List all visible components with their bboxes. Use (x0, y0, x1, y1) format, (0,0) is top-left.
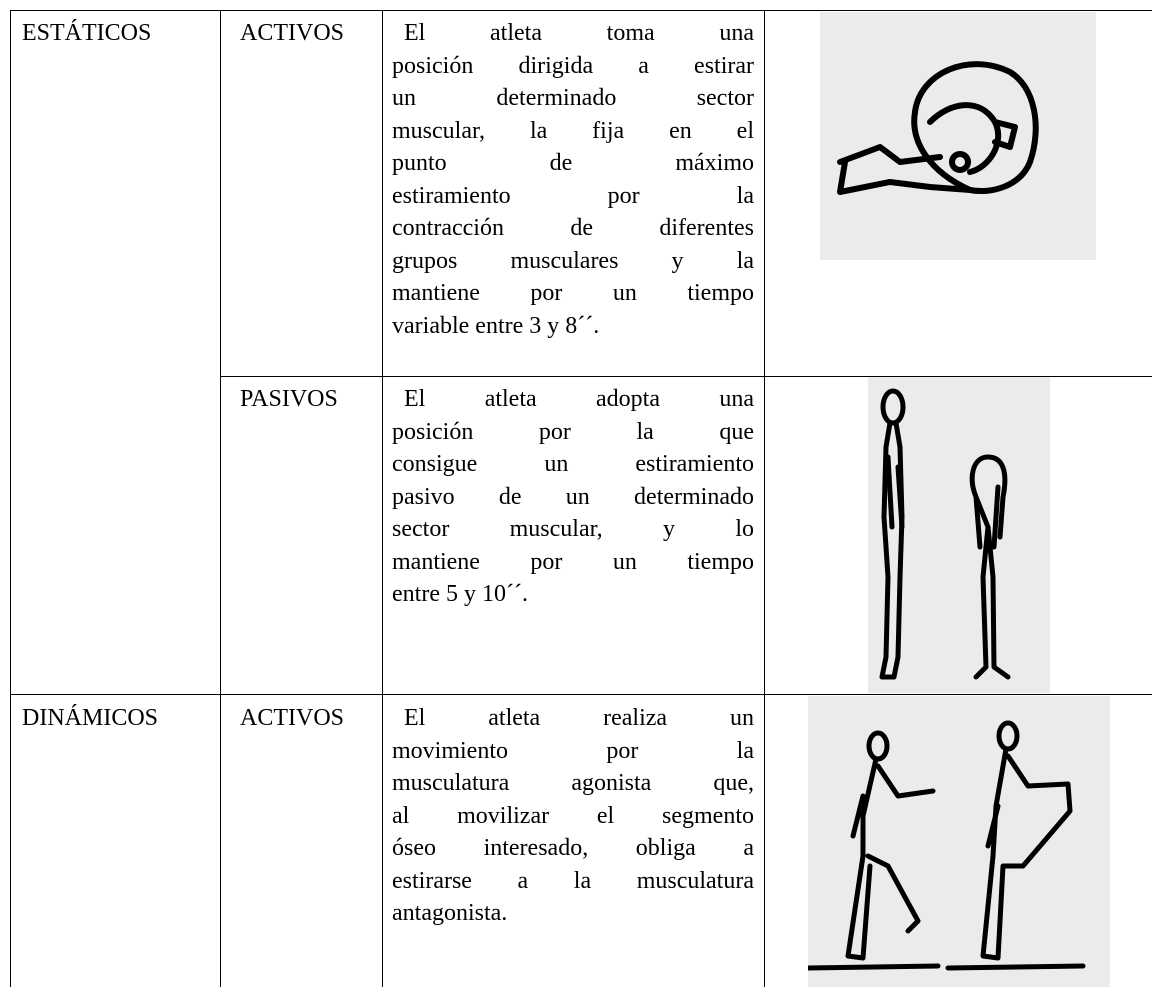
border (382, 10, 383, 987)
description-line: un determinado sector (392, 85, 754, 111)
illustration (868, 377, 1050, 693)
description-line: posición por la que (392, 418, 754, 445)
border (220, 376, 1152, 377)
border (10, 10, 11, 987)
description-line: al movilizar el segmento (392, 802, 754, 829)
border (10, 10, 1152, 11)
description-line: pasivo de un determinado (392, 483, 754, 510)
type: ACTIVOS (240, 20, 345, 46)
border (220, 10, 221, 987)
description-line: sector muscular, y lo (392, 516, 754, 542)
description-line: entre 5 y 10´´. (392, 581, 528, 607)
description: El atleta toma una posición dirigida a es… (392, 17, 754, 342)
description-line: posición dirigida a estirar (392, 52, 754, 79)
description-line: El atleta realiza un (404, 705, 754, 731)
description-line: mantiene por un tiempo (392, 280, 754, 306)
description-line: musculatura agonista que, (392, 770, 754, 796)
description-line: El atleta toma una (404, 20, 754, 46)
illustration (808, 696, 1110, 987)
type: PASIVOS (240, 386, 338, 412)
border (764, 10, 765, 987)
description-line: estirarse a la musculatura (392, 867, 754, 894)
border (10, 694, 1152, 695)
description-line: consigue un estiramiento (392, 451, 754, 477)
description-line: El atleta adopta una (404, 386, 754, 412)
description-line: mantiene por un tiempo (392, 548, 754, 575)
description: El atleta realiza un movimiento por la mus… (392, 702, 754, 930)
description-line: antagonista. (392, 900, 508, 926)
description-line: estiramiento por la (392, 182, 754, 209)
category: DINÁMICOS (22, 705, 159, 731)
illustration (820, 12, 1096, 260)
type: ACTIVOS (240, 705, 345, 731)
description-line: muscular, la fija en el (392, 117, 754, 144)
description: El atleta adopta una posición por la que c… (392, 383, 754, 611)
description-line: variable entre 3 y 8´´. (392, 312, 600, 339)
category: ESTÁTICOS (22, 20, 152, 46)
description-line: óseo interesado, obliga a (392, 835, 754, 861)
description-line: punto de máximo (392, 150, 754, 176)
description-line: contracción de diferentes (392, 215, 754, 241)
description-line: movimiento por la (392, 737, 754, 764)
description-line: grupos musculares y la (392, 247, 754, 274)
